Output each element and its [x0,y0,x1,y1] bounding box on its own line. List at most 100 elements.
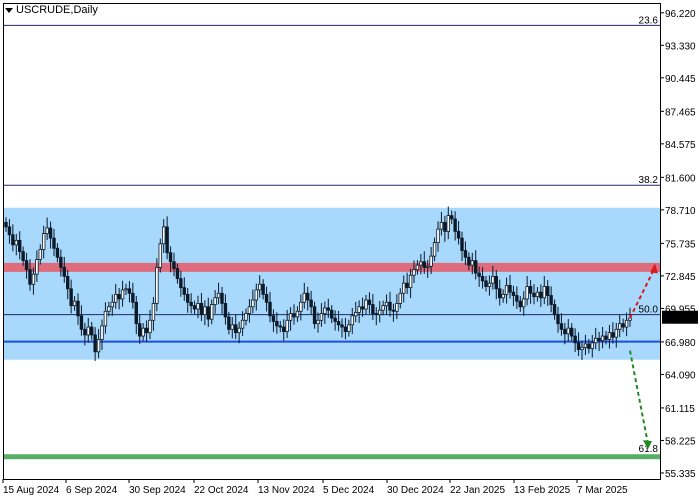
price-axis-label: 61.115 [665,404,695,415]
candle-body [52,237,56,249]
fib-label-50-0: 50.0 [639,305,659,316]
candle-body [614,328,618,338]
candle-body [450,215,454,220]
candle-body [86,326,90,336]
candle-body [330,309,334,319]
candle-body [124,288,128,291]
candle-body [251,299,255,308]
candle-body [477,272,481,277]
price-axis-label: 69.955 [665,304,696,315]
symbol-title: USCRUDE,Daily [16,4,98,16]
candle-body [254,289,258,301]
candle-body [59,256,63,268]
target-zone-line [4,454,660,460]
candle-body [511,291,516,296]
price-axis-label: 55.335 [665,469,696,480]
candle-body [354,312,358,317]
candle-body [583,343,588,348]
price-axis-label: 72.845 [665,272,696,283]
candle-body [350,315,354,326]
candle-body [326,307,330,311]
candle-body [186,294,190,303]
price-axis-label: 64.090 [665,370,696,381]
candle-body [76,300,80,317]
candle-body [604,335,608,340]
candle-body [110,301,114,308]
candle-body [402,282,406,294]
candle-body [546,286,550,296]
current-price-box [662,310,698,324]
price-axis-label: 75.735 [665,239,696,250]
candle-body [532,292,536,298]
price-axis-label: 93.330 [665,41,696,52]
candle-body [528,286,533,294]
candle-body [467,256,471,266]
price-axis-label: 58.225 [665,436,696,447]
time-axis-label: 5 Dec 2024 [323,485,375,496]
candle-body [333,317,337,322]
candle-body [216,292,221,299]
candle-body [199,303,204,316]
candle-body [412,269,416,276]
candle-body [240,319,245,329]
candle-body [453,218,457,232]
price-axis-label: 96.220 [665,9,696,20]
price-axis-label: 81.600 [665,173,696,184]
candle-body [14,239,18,246]
candle-body [456,230,461,239]
candle-body [62,266,66,277]
candle-body [55,247,60,258]
price-axis-label: 78.710 [665,206,696,217]
candle-body [114,294,118,303]
candle-body [443,221,447,232]
candle-body [134,301,138,325]
candle-body [83,328,87,336]
candle-body [35,259,39,275]
candle-body [556,314,560,325]
candle-body [491,275,495,284]
candle-body [539,291,543,299]
symbol-title-bar[interactable]: USCRUDE,Daily [5,4,98,16]
time-axis-label: 22 Oct 2024 [194,485,249,496]
candle-body [93,334,97,353]
candle-body [508,284,512,293]
candle-body [4,221,8,228]
candle-body [48,227,53,239]
candle-body [367,299,372,305]
candle-body [288,313,293,321]
candle-body [38,248,42,260]
candle-body [398,292,402,304]
candle-body [175,268,180,280]
time-axis-label: 7 Mar 2025 [577,485,628,496]
candle-body [312,306,317,325]
price-range-band [4,207,660,360]
candle-body [487,282,492,287]
candle-body [515,295,519,302]
candle-body [323,307,327,314]
time-axis-label: 15 Aug 2024 [3,485,60,496]
candle-body [347,324,351,332]
candle-body [446,215,450,232]
candle-body [66,275,70,290]
candle-body [563,328,567,335]
dropdown-triangle-icon[interactable] [5,7,13,13]
candle-body [470,260,474,266]
fib-label-38-2: 38.2 [639,175,659,186]
candle-body [436,228,440,244]
resistance-zone [4,262,660,272]
candle-body [439,221,444,230]
candle-body [292,313,296,318]
candle-body [573,335,577,344]
candle-body [566,327,570,335]
candle-body [522,298,526,308]
candle-body [597,337,601,341]
candle-body [415,264,420,271]
candle-body [378,309,382,316]
candle-body [419,261,423,266]
candle-body [138,323,142,337]
candle-body [621,323,625,328]
candle-body [484,280,488,287]
candle-body [42,233,46,250]
